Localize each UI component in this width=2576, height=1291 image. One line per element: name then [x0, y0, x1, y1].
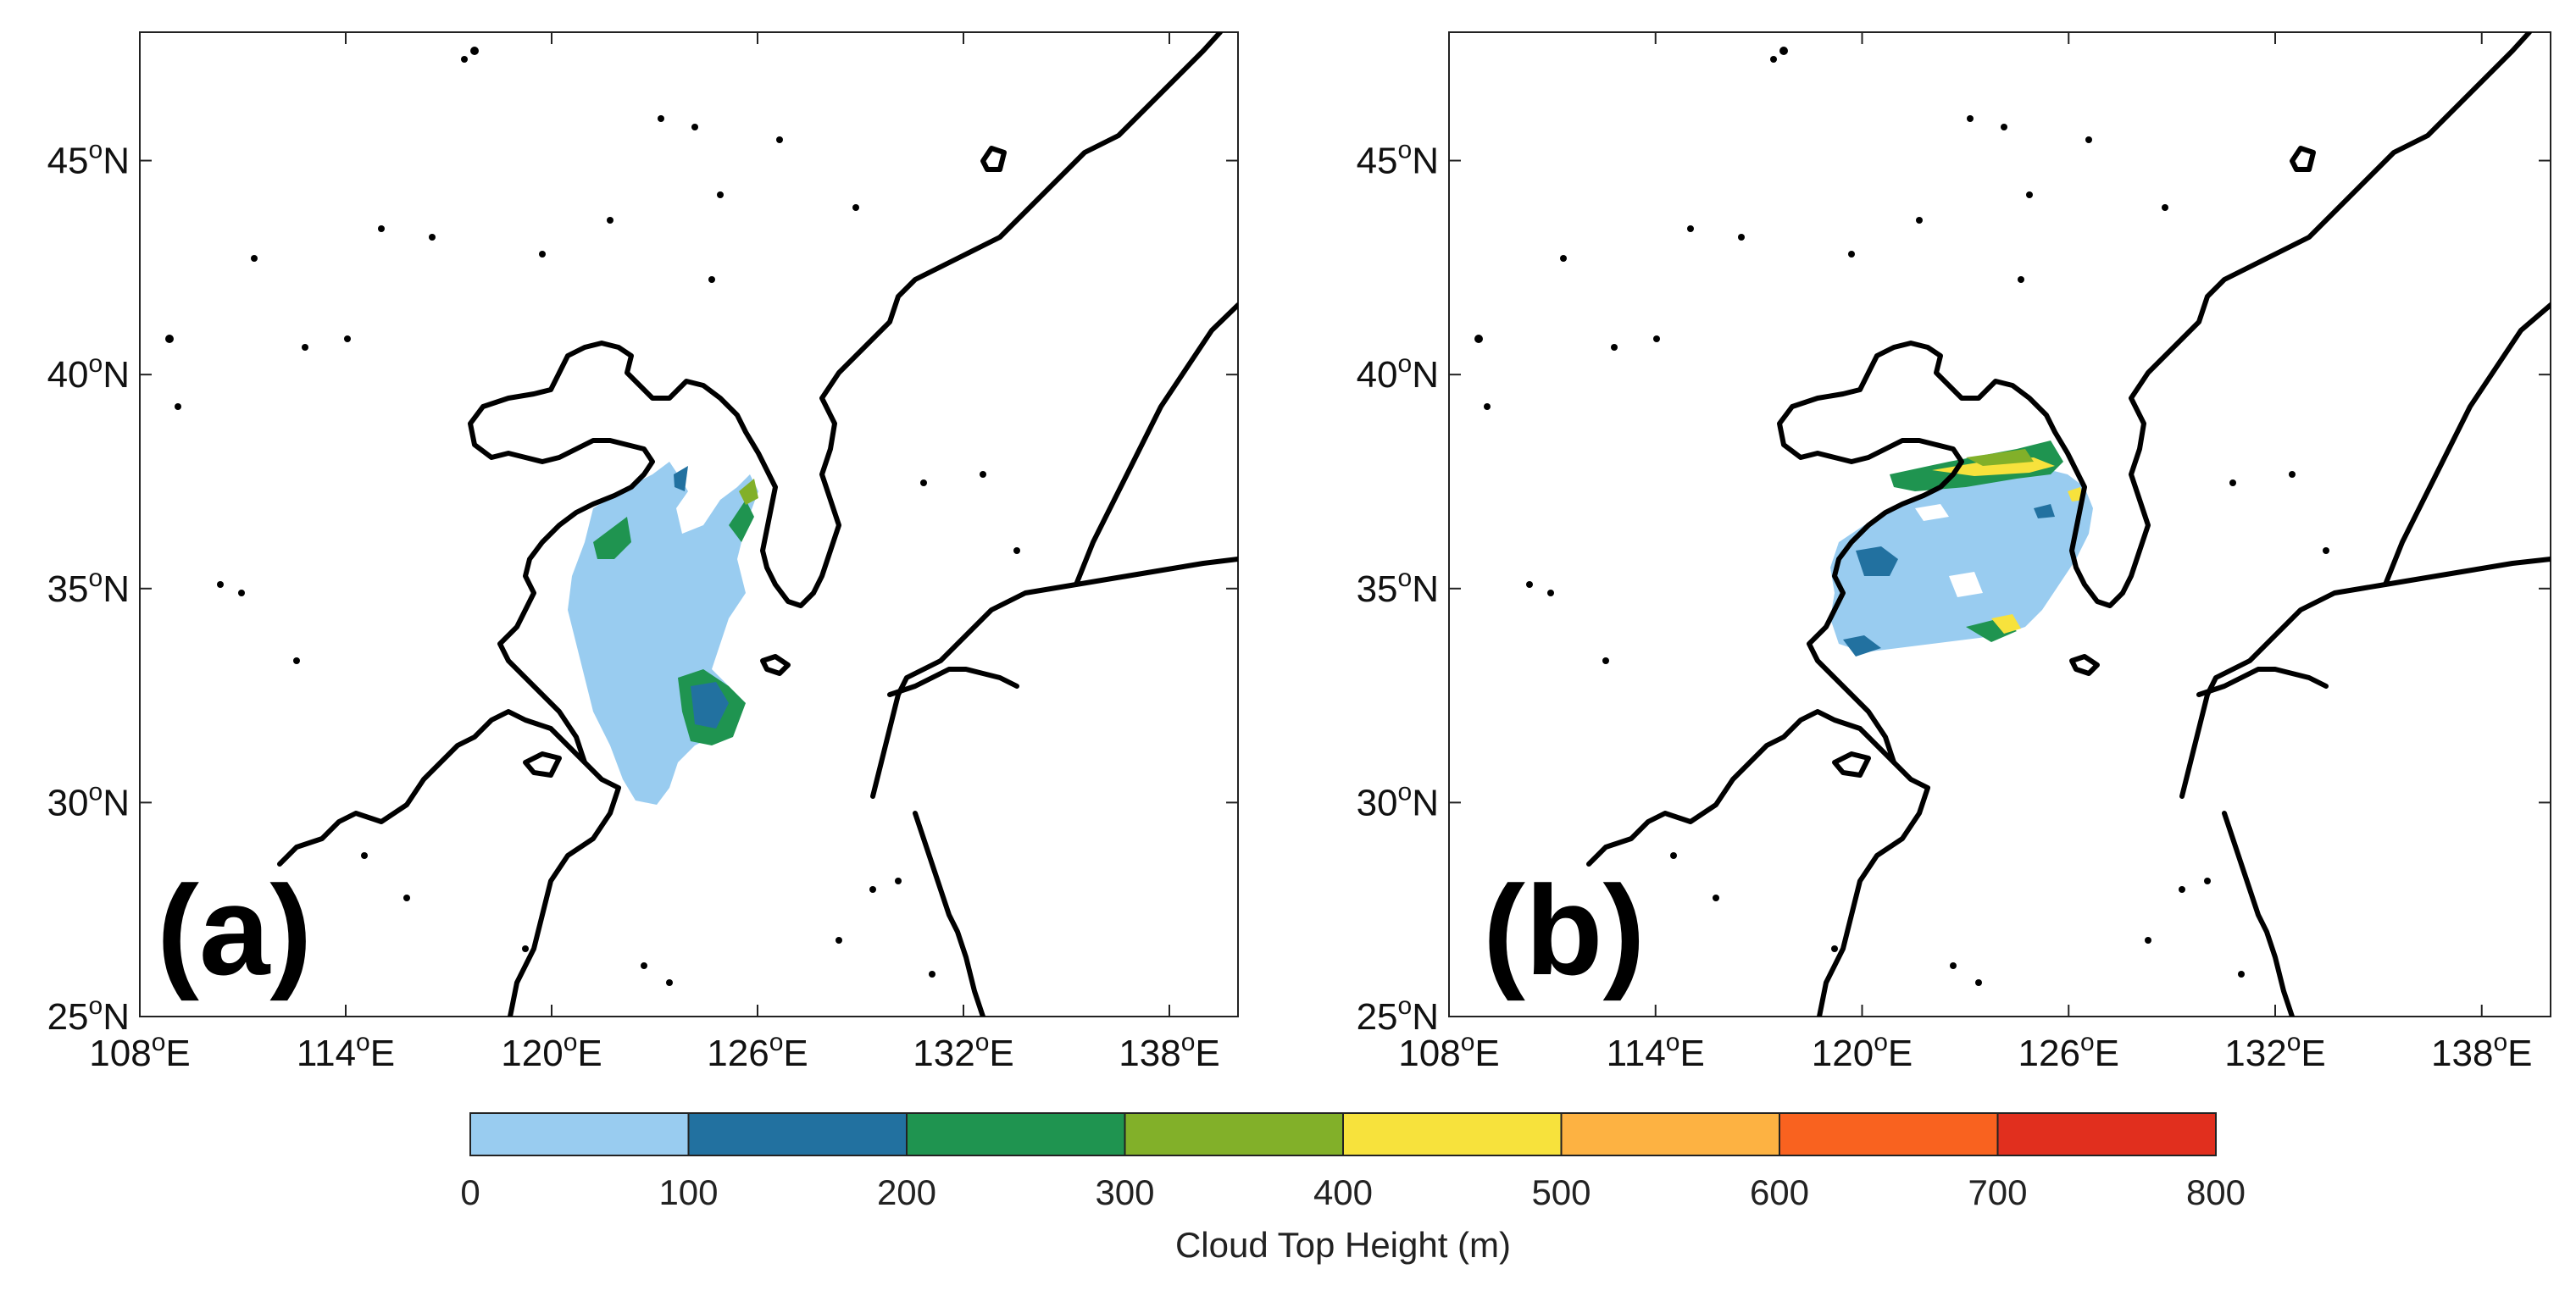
- colorbar-tick-label: 600: [1750, 1172, 1809, 1212]
- lon-tick-label: 108oE: [89, 1028, 190, 1074]
- lat-tick-label: 30oN: [1357, 778, 1439, 823]
- panel-label-a: (a): [157, 859, 312, 1001]
- lon-tick-label: 138oE: [1119, 1028, 1219, 1074]
- colorbar-segment: [907, 1113, 1125, 1155]
- lon-tick-label: 114oE: [297, 1028, 395, 1074]
- lat-tick-label: 45oN: [47, 136, 130, 182]
- colorbar-segment: [1125, 1113, 1344, 1155]
- lon-tick-label: 132oE: [913, 1028, 1013, 1074]
- lat-tick-label: 40oN: [1357, 350, 1439, 396]
- colorbar-tick-label: 0: [460, 1172, 480, 1212]
- lon-tick-label: 120oE: [1812, 1028, 1913, 1074]
- lat-tick-label: 30oN: [47, 778, 130, 823]
- colorbar-segment: [1779, 1113, 1998, 1155]
- colorbar-tick-label: 400: [1313, 1172, 1373, 1212]
- lon-tick-label: 126oE: [2018, 1028, 2119, 1074]
- colorbar-segment: [1562, 1113, 1780, 1155]
- colorbar-tick-label: 800: [2186, 1172, 2246, 1212]
- lon-tick-label: 138oE: [2431, 1028, 2532, 1074]
- panel-label-b: (b): [1483, 859, 1646, 1001]
- colorbar-tick-label: 200: [877, 1172, 936, 1212]
- colorbar-tick-label: 700: [1968, 1172, 2027, 1212]
- lon-tick-label: 108oE: [1398, 1028, 1499, 1074]
- colorbar-segment: [1343, 1113, 1562, 1155]
- lat-tick-label: 35oN: [1357, 564, 1439, 610]
- lon-tick-label: 126oE: [707, 1028, 808, 1074]
- colorbar-tick-label: 300: [1095, 1172, 1154, 1212]
- map-panel-b: (b) 25oN 30oN 35oN 40oN 45oN 108oE 114oE 120oE…: [1357, 32, 2551, 1074]
- colorbar-segment: [470, 1113, 689, 1155]
- lat-tick-label: 40oN: [47, 350, 130, 396]
- lat-tick-label: 35oN: [47, 564, 130, 610]
- map-panel-a: (a) 25oN 30oN 35oN 40oN 45oN 108oE 114oE 120oE…: [47, 32, 1238, 1074]
- lon-tick-label: 120oE: [501, 1028, 602, 1074]
- colorbar: 0 100 200 300 400 500 600 700 800 Cloud Top Heigh…: [460, 1113, 2246, 1265]
- colorbar-tick-label: 100: [658, 1172, 718, 1212]
- lat-tick-label: 25oN: [47, 992, 130, 1038]
- colorbar-segment: [1998, 1113, 2217, 1155]
- lat-tick-label: 25oN: [1357, 992, 1439, 1038]
- colorbar-segment: [689, 1113, 908, 1155]
- lon-tick-label: 132oE: [2224, 1028, 2325, 1074]
- colorbar-title: Cloud Top Height (m): [1175, 1225, 1511, 1265]
- lon-tick-label: 114oE: [1607, 1028, 1705, 1074]
- colorbar-tick-label: 500: [1531, 1172, 1591, 1212]
- lat-tick-label: 45oN: [1357, 136, 1439, 182]
